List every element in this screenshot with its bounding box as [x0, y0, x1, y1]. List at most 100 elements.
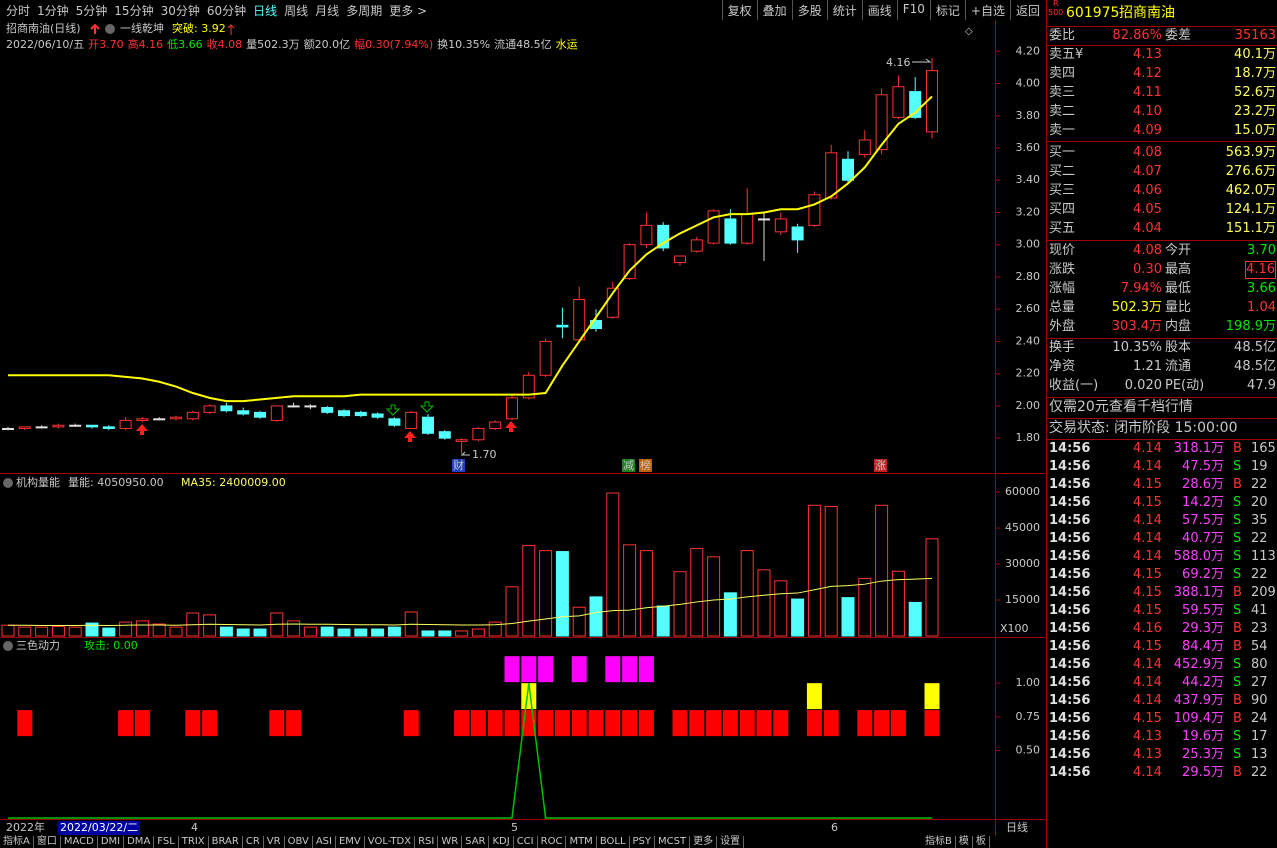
y-tick-label: 30000 [1005, 557, 1040, 570]
indicator-tab[interactable]: FSL [154, 836, 179, 848]
power-block [689, 710, 705, 737]
indicator-tab[interactable]: RSI [415, 836, 439, 848]
toolbar-button[interactable]: +自选 [964, 0, 1010, 20]
indicator-tab[interactable]: TRIX [179, 836, 209, 848]
toolbar-button[interactable]: 画线 [861, 0, 897, 20]
volume-bar [387, 626, 401, 637]
period-button[interactable]: 日线 [253, 3, 278, 18]
stat-label: 外盘 [1049, 319, 1076, 334]
period-button[interactable]: 月线 [315, 3, 340, 18]
indicator-tab[interactable]: PSY [630, 836, 656, 848]
indicator-tab[interactable]: MACD [61, 836, 98, 848]
period-button[interactable]: 60分钟 [206, 3, 247, 18]
tick-count: 22 [1251, 477, 1268, 492]
period-button[interactable]: 1分钟 [37, 3, 69, 18]
arrow-icon [90, 23, 100, 34]
indicator-tab[interactable]: 更多 [690, 836, 718, 848]
toolbar-button[interactable]: 统计 [826, 0, 862, 20]
info-item: 开3.70 [88, 38, 124, 51]
power-block [504, 656, 520, 683]
indicator-tab[interactable]: VR [264, 836, 285, 848]
indicator-tab[interactable]: ROC [538, 836, 567, 848]
period-button[interactable]: 周线 [284, 3, 309, 18]
volume-bar [690, 547, 704, 637]
candle-body [858, 139, 871, 155]
candle-body [2, 427, 14, 430]
candle-body [136, 418, 149, 421]
tick-count: 22 [1251, 567, 1268, 582]
indicator-tab[interactable]: VOL-TDX [365, 836, 416, 848]
candle-body [791, 226, 804, 241]
tick-count: 209 [1251, 585, 1276, 600]
indicator-tab[interactable]: EMV [336, 836, 365, 848]
indicator-tab[interactable]: 板 [973, 836, 990, 848]
volume-bar [51, 625, 65, 637]
period-button[interactable]: 15分钟 [114, 3, 154, 18]
separator [1047, 338, 1277, 339]
candle-body [842, 158, 854, 181]
indicator-tab[interactable]: MCST [655, 836, 691, 848]
event-label: 减 [623, 459, 634, 472]
event-markers: 财 减 榜 涨 [452, 458, 887, 472]
stat-value: 0.020 [1124, 378, 1162, 393]
annotation-leader [460, 451, 470, 456]
indicator-tab[interactable]: MTM [566, 836, 597, 848]
period-button[interactable]: 多周期 [346, 3, 383, 18]
toolbar-button[interactable]: 复权 [721, 0, 757, 20]
period-button[interactable]: 5分钟 [75, 3, 108, 18]
tick-time: 14:56 [1049, 531, 1091, 546]
tick-side: S [1233, 675, 1242, 690]
badge: R [1053, 0, 1059, 8]
stat-value: 3.66 [1247, 281, 1276, 296]
volume-bar [875, 504, 889, 637]
book-price: 4.08 [1133, 145, 1162, 160]
price-title: 招商南油(日线) [6, 21, 81, 35]
indicator-tab[interactable]: OBV [285, 836, 313, 848]
tick-price: 4.15 [1133, 603, 1162, 618]
indicator-tab[interactable]: 模 [956, 836, 973, 848]
indicator-tab[interactable]: BOLL [597, 836, 630, 848]
indicator-tab[interactable]: CCI [514, 836, 538, 848]
indicator-tab[interactable]: ASI [313, 836, 336, 848]
toolbar-button[interactable]: 标记 [929, 0, 965, 20]
book-label: 卖四 [1049, 66, 1076, 81]
toolbar-button[interactable]: F10 [896, 0, 930, 20]
indicator-tab[interactable]: 设置 [717, 836, 745, 848]
candle-body [690, 239, 703, 252]
volume-bar [539, 550, 553, 637]
tick-side: S [1233, 549, 1242, 564]
candle-body [539, 340, 552, 376]
indicator-tab[interactable]: WR [438, 836, 463, 848]
candle-body [354, 411, 367, 417]
volume-legend: 量能: 4050950.00 [68, 475, 164, 489]
toolbar-button[interactable]: 叠加 [756, 0, 792, 20]
period-button[interactable]: 分时 [6, 3, 31, 18]
book-price: 4.06 [1133, 183, 1162, 198]
separator [1047, 418, 1277, 419]
info-item: 水运 [556, 38, 578, 51]
indicator-tab[interactable]: DMA [124, 836, 155, 848]
toolbar-button[interactable]: 返回 [1009, 0, 1045, 20]
tick-price: 4.15 [1133, 477, 1162, 492]
indicator-tab[interactable]: 指标A [0, 836, 34, 848]
indicator-tab[interactable]: 窗口 [34, 836, 61, 848]
indicator-tab[interactable]: KDJ [489, 836, 514, 848]
indicator-tab[interactable]: DMI [98, 836, 125, 848]
info-item: 幅0.30(7.94%) [354, 38, 433, 51]
stock-code: 601975 [1066, 5, 1120, 21]
period-button[interactable]: 更多 > [389, 3, 428, 18]
volume-bar [421, 630, 435, 637]
toolbar-button[interactable]: 多股 [791, 0, 827, 20]
indicator-tab[interactable]: BRAR [209, 836, 243, 848]
book-label: 卖二 [1049, 104, 1076, 119]
candle-body [338, 410, 350, 417]
candle-body [758, 218, 770, 221]
period-button[interactable]: 30分钟 [160, 3, 200, 18]
date-label: 4 [191, 821, 198, 834]
indicator-tab[interactable]: SAR [462, 836, 490, 848]
indicator-tab[interactable]: 指标B [922, 836, 956, 848]
candle-body [119, 419, 132, 429]
book-label: 买一 [1049, 145, 1076, 160]
candle-body [86, 424, 98, 428]
indicator-tab[interactable]: CR [243, 836, 264, 848]
